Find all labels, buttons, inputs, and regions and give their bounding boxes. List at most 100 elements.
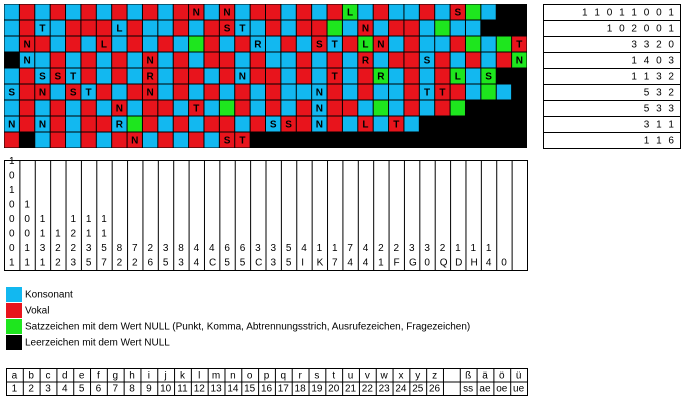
column-char: 0 [24, 214, 30, 225]
cell [465, 116, 481, 132]
cell [50, 36, 66, 52]
cell [112, 20, 127, 36]
cell-letter: S [454, 8, 461, 19]
cell [4, 4, 19, 20]
cell-letter: S [224, 24, 231, 35]
alphabet-letter: f [97, 371, 100, 382]
cell [373, 100, 389, 116]
cell [66, 116, 81, 132]
cell [66, 4, 81, 20]
alphabet-code: ue [513, 384, 525, 395]
cell [419, 132, 435, 148]
cell [158, 116, 173, 132]
cell-letter: L [116, 24, 122, 35]
cell [342, 36, 358, 52]
column-char: 2 [147, 243, 153, 254]
alphabet-code: 19 [311, 384, 323, 395]
cell [435, 116, 450, 132]
cell [266, 84, 281, 100]
cell [281, 4, 296, 20]
cell [219, 116, 235, 132]
cell-letter: N [377, 40, 384, 51]
cell [358, 100, 373, 116]
cell [389, 4, 404, 20]
cell [173, 20, 189, 36]
alphabet-code: 13 [211, 384, 223, 395]
cell [19, 52, 35, 68]
cell-letter: R [147, 72, 155, 83]
cell [158, 20, 173, 36]
column-char: 1 [40, 214, 46, 225]
cell [342, 132, 358, 148]
cell-letter: T [39, 24, 45, 35]
cell [496, 132, 512, 148]
cell [389, 52, 404, 68]
cell [96, 132, 112, 148]
column-char: 2 [71, 243, 77, 254]
alphabet-code: 12 [194, 384, 206, 395]
cell [112, 52, 127, 68]
cell [96, 68, 112, 84]
alphabet-code: ae [479, 384, 491, 395]
column-char: 1 [378, 258, 384, 269]
cell [296, 4, 312, 20]
column-char: 7 [332, 258, 338, 269]
cell-letter: T [424, 88, 430, 99]
alphabet-code: 18 [295, 384, 307, 395]
cell [173, 116, 189, 132]
column-char: 2 [55, 243, 61, 254]
cell [435, 52, 450, 68]
alphabet-letter: y [415, 371, 420, 382]
cell-letter: T [239, 136, 245, 147]
cell [96, 116, 112, 132]
alphabet-letter: i [148, 371, 150, 382]
alphabet-code: 14 [227, 384, 239, 395]
column-char: 2 [71, 229, 77, 240]
column-char: 3 [271, 258, 277, 269]
cell [250, 52, 265, 68]
cell [35, 20, 50, 36]
column-char: 5 [224, 258, 230, 269]
cell [266, 36, 281, 52]
cell [327, 84, 342, 100]
cell-letter: N [8, 120, 15, 131]
cell [296, 84, 312, 100]
cell [327, 132, 342, 148]
cell [465, 132, 481, 148]
cell [189, 52, 204, 68]
cell [112, 84, 127, 100]
alphabet-letter: o [247, 371, 253, 382]
cell-letter: L [347, 8, 353, 19]
column-char: 7 [132, 243, 138, 254]
cell [481, 36, 496, 52]
cell [127, 20, 142, 36]
cell [312, 116, 327, 132]
cell [19, 84, 35, 100]
cell [4, 20, 19, 36]
cell-letter: S [70, 88, 77, 99]
cell-letter: S [485, 72, 492, 83]
cell [496, 20, 512, 36]
cell-letter: N [23, 40, 30, 51]
cell-letter: N [39, 88, 46, 99]
cell [81, 36, 96, 52]
column-char: 3 [71, 258, 77, 269]
cell [35, 84, 50, 100]
column-char: 1 [101, 214, 107, 225]
cell [358, 68, 373, 84]
cell [96, 52, 112, 68]
cell [142, 100, 158, 116]
cell [389, 84, 404, 100]
alphabet-letter: p [264, 371, 270, 382]
column-char: 2 [117, 258, 123, 269]
alphabet-code: 22 [362, 384, 374, 395]
cell [373, 20, 389, 36]
alphabet-code: 21 [345, 384, 357, 395]
cell [66, 84, 81, 100]
column-char: 5 [240, 258, 246, 269]
cell [327, 52, 342, 68]
count-row: 3 1 1 [644, 120, 676, 131]
cell [327, 68, 342, 84]
alphabet-code: 23 [379, 384, 391, 395]
cell [512, 20, 527, 36]
